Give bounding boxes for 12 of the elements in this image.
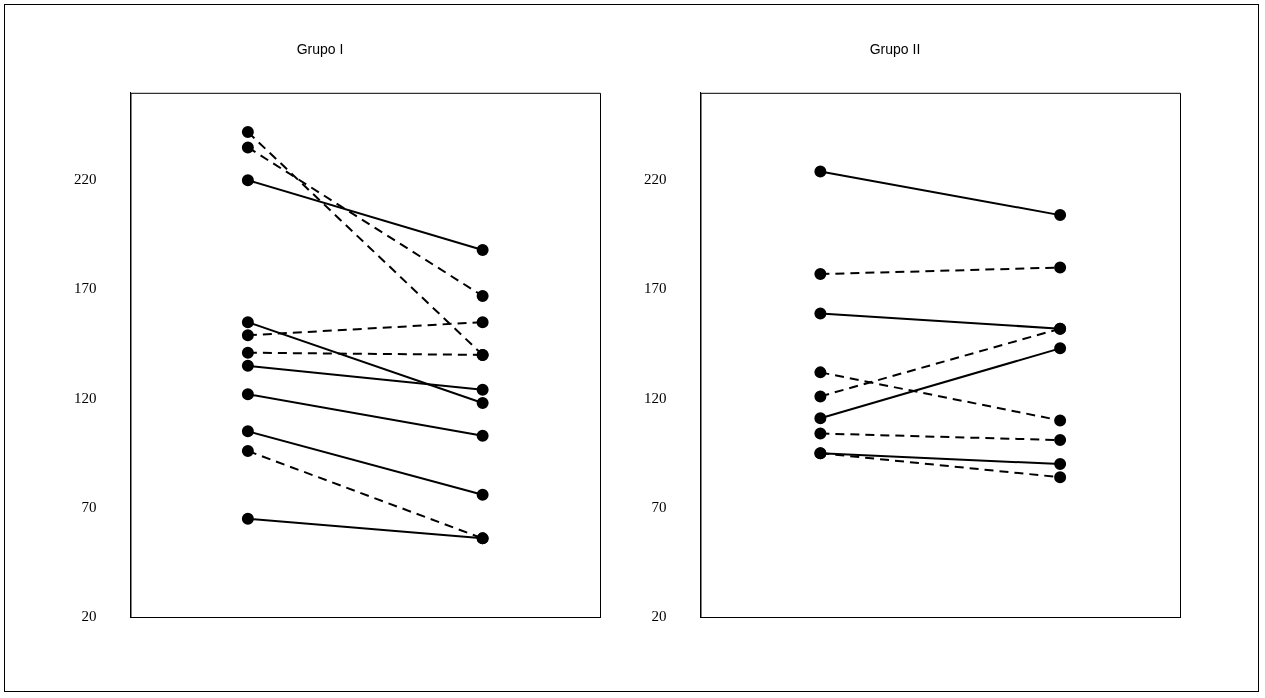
y-tick-label: 170 [644, 280, 667, 297]
y-tick-label: 120 [74, 389, 97, 406]
y-tick-label: 220 [644, 171, 667, 188]
y-tick-label: 220 [74, 171, 97, 188]
chart-title: Grupo II [869, 41, 921, 58]
y-tick-label: 20 [651, 607, 667, 624]
y-tick-label: 20 [81, 607, 97, 624]
y-tick-label: 70 [651, 498, 667, 515]
chart-title: Grupo I [296, 41, 344, 58]
y-tick-label: 70 [81, 498, 97, 515]
y-tick-label: 120 [644, 389, 667, 406]
y-tick-label: 170 [74, 280, 97, 297]
